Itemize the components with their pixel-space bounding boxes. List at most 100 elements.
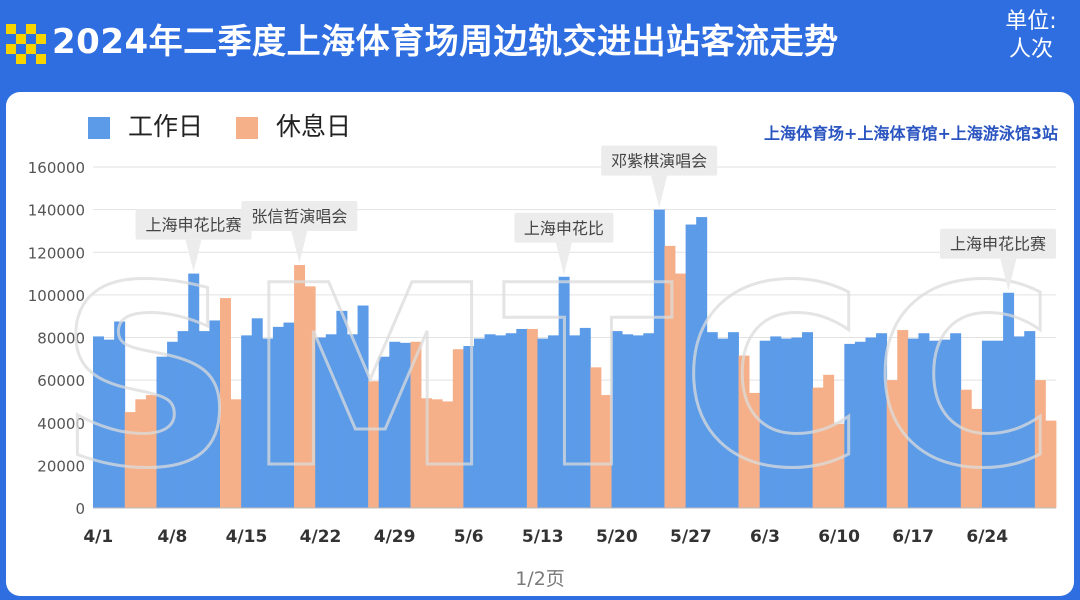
bar-5-26[interactable] (675, 273, 687, 508)
bar-4-15[interactable] (241, 335, 253, 508)
bar-6-23[interactable] (971, 408, 983, 508)
bar-4-18[interactable] (272, 326, 284, 508)
bar-6-24[interactable] (981, 340, 993, 508)
bar-4-5[interactable] (135, 399, 147, 508)
bar-4-19[interactable] (283, 322, 295, 508)
bar-4-25[interactable] (346, 334, 358, 508)
bar-6-10[interactable] (833, 423, 845, 508)
bar-4-3[interactable] (114, 321, 126, 508)
y-tick-label: 40000 (37, 415, 85, 433)
bar-4-27[interactable] (368, 381, 380, 508)
bar-5-25[interactable] (664, 245, 676, 508)
bar-5-14[interactable] (548, 335, 560, 508)
bar-6-3[interactable] (759, 340, 771, 508)
bar-6-20[interactable] (939, 339, 951, 508)
bar-5-18[interactable] (590, 367, 602, 508)
y-tick-label: 160000 (28, 159, 85, 177)
bar-4-6[interactable] (145, 395, 157, 508)
bar-4-30[interactable] (399, 342, 411, 508)
bar-5-2[interactable] (421, 398, 433, 508)
x-tick-label: 6/10 (818, 527, 860, 547)
bar-6-1[interactable] (738, 355, 750, 508)
bar-4-24[interactable] (336, 310, 348, 508)
bar-5-24[interactable] (653, 209, 665, 508)
bar-6-30[interactable] (1045, 420, 1057, 508)
bar-4-17[interactable] (262, 338, 274, 508)
bar-5-8[interactable] (484, 334, 496, 508)
bar-5-13[interactable] (537, 338, 549, 508)
bar-4-26[interactable] (357, 305, 369, 508)
bar-5-28[interactable] (696, 217, 708, 508)
bar-5-22[interactable] (632, 335, 644, 508)
bar-5-23[interactable] (643, 333, 655, 508)
bar-5-20[interactable] (611, 331, 623, 508)
bar-4-1[interactable] (93, 336, 104, 508)
bar-5-27[interactable] (685, 224, 697, 508)
bar-6-16[interactable] (897, 330, 909, 508)
bar-6-6[interactable] (791, 337, 803, 509)
bar-6-29[interactable] (1034, 380, 1046, 508)
bar-4-9[interactable] (177, 331, 189, 508)
bar-6-15[interactable] (886, 380, 898, 508)
bar-5-5[interactable] (452, 349, 464, 508)
bar-6-9[interactable] (823, 374, 835, 508)
bar-6-8[interactable] (812, 387, 824, 508)
bar-6-28[interactable] (1024, 331, 1036, 508)
x-tick-label: 4/8 (157, 527, 187, 547)
bar-5-29[interactable] (706, 332, 718, 508)
bar-5-4[interactable] (442, 401, 454, 508)
bar-6-19[interactable] (929, 340, 940, 508)
bar-6-4[interactable] (770, 336, 782, 508)
bar-6-21[interactable] (950, 333, 962, 508)
bar-4-11[interactable] (198, 331, 210, 508)
bar-6-22[interactable] (960, 389, 972, 508)
bar-4-16[interactable] (251, 318, 263, 508)
bar-4-7[interactable] (156, 356, 168, 508)
bar-5-3[interactable] (431, 399, 443, 508)
bar-4-12[interactable] (209, 320, 221, 508)
bar-5-30[interactable] (717, 338, 729, 508)
bar-4-21[interactable] (304, 286, 316, 508)
bar-5-12[interactable] (526, 328, 538, 508)
bar-4-23[interactable] (325, 334, 337, 508)
bar-5-21[interactable] (622, 334, 634, 508)
bar-5-9[interactable] (495, 335, 507, 508)
bar-6-2[interactable] (749, 392, 761, 508)
pagination-indicator[interactable]: 1/2页 (515, 568, 565, 590)
bar-4-10[interactable] (188, 273, 200, 508)
bar-5-17[interactable] (579, 327, 591, 508)
bar-6-18[interactable] (918, 333, 930, 508)
bar-5-11[interactable] (516, 328, 528, 508)
bar-4-22[interactable] (315, 337, 327, 509)
bar-6-7[interactable] (802, 332, 814, 508)
bar-5-10[interactable] (505, 333, 517, 508)
bar-6-27[interactable] (1013, 336, 1025, 508)
bar-4-28[interactable] (378, 356, 390, 508)
bar-6-11[interactable] (844, 343, 856, 508)
bar-4-20[interactable] (294, 265, 306, 508)
bar-6-12[interactable] (854, 341, 866, 508)
bar-5-16[interactable] (569, 335, 581, 508)
bar-4-29[interactable] (389, 341, 401, 508)
bar-6-5[interactable] (780, 338, 792, 508)
bar-4-2[interactable] (103, 339, 115, 508)
bar-6-17[interactable] (907, 338, 919, 508)
bar-5-7[interactable] (473, 338, 485, 508)
bar-5-15[interactable] (558, 276, 570, 508)
bar-5-1[interactable] (410, 341, 422, 508)
bar-6-14[interactable] (876, 333, 888, 508)
bar-6-25[interactable] (992, 340, 1004, 508)
bar-5-19[interactable] (600, 395, 612, 508)
bar-6-13[interactable] (865, 337, 877, 509)
bar-4-8[interactable] (167, 341, 179, 508)
bar-6-26[interactable] (1003, 292, 1015, 508)
callout-pointer (555, 242, 572, 275)
bar-5-6[interactable] (463, 346, 475, 508)
callout-pointer (1000, 258, 1017, 291)
bar-4-13[interactable] (219, 298, 231, 508)
y-tick-label: 120000 (28, 244, 85, 262)
x-tick-label: 4/15 (226, 527, 268, 547)
bar-5-31[interactable] (727, 332, 739, 508)
bar-4-4[interactable] (124, 412, 136, 508)
bar-4-14[interactable] (230, 399, 242, 508)
